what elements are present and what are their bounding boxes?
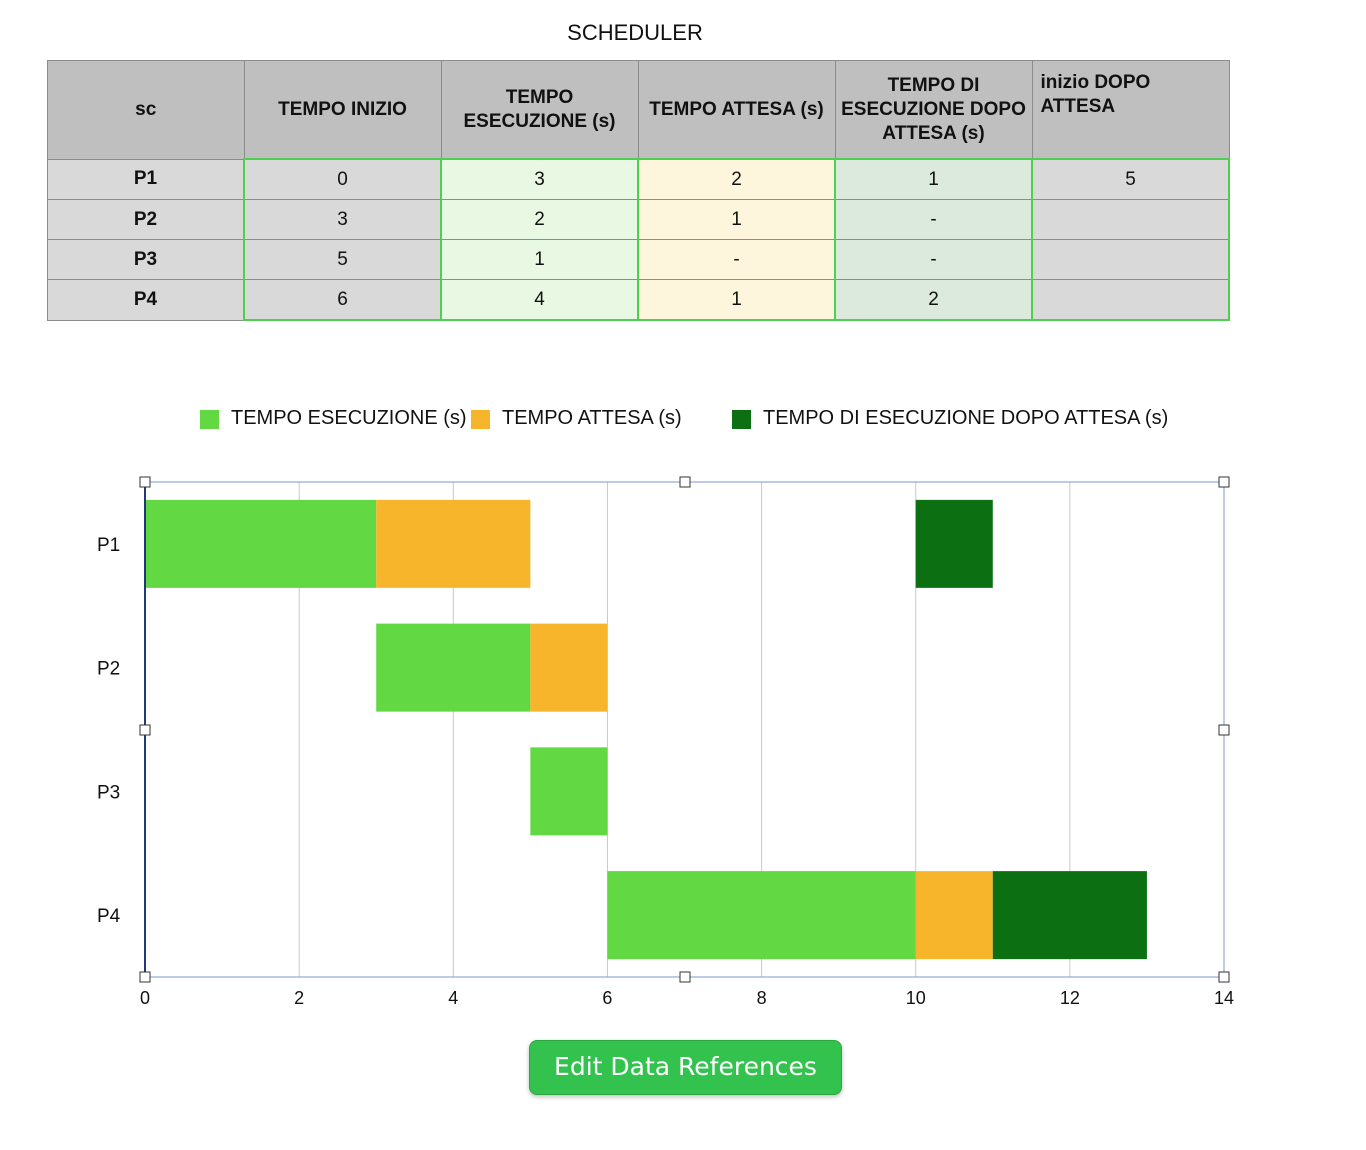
x-tick-label: 10	[906, 988, 926, 1008]
dopo-attesa-cell[interactable]: -	[834, 199, 1033, 240]
start-after-cell[interactable]	[1031, 279, 1230, 321]
esecuzione-cell[interactable]: 1	[440, 239, 639, 280]
inizio-cell[interactable]: 3	[243, 199, 442, 240]
bar-segment[interactable]	[376, 499, 531, 588]
y-tick-label: P1	[97, 535, 120, 556]
scheduler-table: sc TEMPO INIZIO TEMPO ESECUZIONE (s) TEM…	[47, 60, 1230, 321]
dopo-attesa-cell[interactable]: -	[834, 239, 1033, 280]
row-label-cell[interactable]: P4	[47, 279, 245, 321]
bar-segment[interactable]	[530, 747, 608, 836]
bar-segment[interactable]	[530, 623, 608, 712]
legend-label-dopo-attesa: TEMPO DI ESECUZIONE DOPO ATTESA (s)	[763, 407, 1169, 429]
header-inizio-dopo-attesa[interactable]: inizio DOPO ATTESA	[1031, 60, 1230, 160]
resize-handle[interactable]	[679, 476, 691, 488]
esecuzione-cell[interactable]: 4	[440, 279, 639, 321]
header-tempo-inizio[interactable]: TEMPO INIZIO	[243, 60, 442, 160]
x-tick-label: 8	[757, 988, 767, 1008]
y-tick-label: P2	[97, 659, 120, 680]
inizio-cell[interactable]: 5	[243, 239, 442, 280]
header-sc[interactable]: sc	[47, 60, 245, 160]
legend-swatch-esecuzione	[200, 410, 219, 429]
resize-handle[interactable]	[139, 724, 151, 736]
start-after-cell[interactable]	[1031, 239, 1230, 280]
dopo-attesa-cell[interactable]: 2	[834, 279, 1033, 321]
legend-swatch-attesa	[471, 410, 490, 429]
resize-handle[interactable]	[1218, 476, 1230, 488]
bar-segment[interactable]	[607, 871, 916, 960]
legend-label-attesa: TEMPO ATTESA (s)	[502, 407, 682, 429]
attesa-cell[interactable]: 2	[637, 158, 836, 200]
y-tick-label: P3	[97, 782, 120, 803]
edit-data-references-button[interactable]: Edit Data References	[529, 1040, 842, 1095]
resize-handle[interactable]	[139, 971, 151, 983]
row-label-cell[interactable]: P3	[47, 239, 245, 280]
x-tick-label: 0	[140, 988, 150, 1008]
bar-segment[interactable]	[145, 499, 377, 588]
start-after-cell[interactable]	[1031, 199, 1230, 240]
header-tempo-attesa[interactable]: TEMPO ATTESA (s)	[637, 60, 836, 160]
resize-handle[interactable]	[1218, 971, 1230, 983]
bar-segment[interactable]	[915, 871, 993, 960]
table-row: P2 3 2 1 -	[47, 199, 1230, 240]
x-tick-label: 2	[294, 988, 304, 1008]
x-tick-label: 4	[448, 988, 458, 1008]
start-after-cell[interactable]: 5	[1031, 158, 1230, 200]
bar-segment[interactable]	[992, 871, 1147, 960]
header-tempo-esecuzione[interactable]: TEMPO ESECUZIONE (s)	[440, 60, 639, 160]
sheet-title: SCHEDULER	[567, 20, 703, 45]
x-tick-label: 12	[1060, 988, 1080, 1008]
table-header-row: sc TEMPO INIZIO TEMPO ESECUZIONE (s) TEM…	[47, 60, 1230, 160]
attesa-cell[interactable]: -	[637, 239, 836, 280]
attesa-cell[interactable]: 1	[637, 279, 836, 321]
legend-swatch-dopo-attesa	[732, 410, 751, 429]
row-label-cell[interactable]: P1	[47, 158, 245, 200]
row-label-cell[interactable]: P2	[47, 199, 245, 240]
table-row: P3 5 1 - -	[47, 239, 1230, 280]
bar-segment[interactable]	[376, 623, 531, 712]
y-tick-label: P4	[97, 906, 121, 927]
resize-handle[interactable]	[679, 971, 691, 983]
table-row: P4 6 4 1 2	[47, 279, 1230, 321]
inizio-cell[interactable]: 0	[243, 158, 442, 200]
x-tick-label: 6	[602, 988, 612, 1008]
legend-label-esecuzione: TEMPO ESECUZIONE (s)	[231, 407, 467, 429]
inizio-cell[interactable]: 6	[243, 279, 442, 321]
table-row: P1 0 3 2 1 5	[47, 158, 1230, 200]
attesa-cell[interactable]: 1	[637, 199, 836, 240]
resize-handle[interactable]	[1218, 724, 1230, 736]
dopo-attesa-cell[interactable]: 1	[834, 158, 1033, 200]
resize-handle[interactable]	[139, 476, 151, 488]
header-tempo-dopo-attesa[interactable]: TEMPO DI ESECUZIONE DOPO ATTESA (s)	[834, 60, 1033, 160]
bar-segment[interactable]	[915, 499, 993, 588]
x-tick-label: 14	[1214, 988, 1234, 1008]
